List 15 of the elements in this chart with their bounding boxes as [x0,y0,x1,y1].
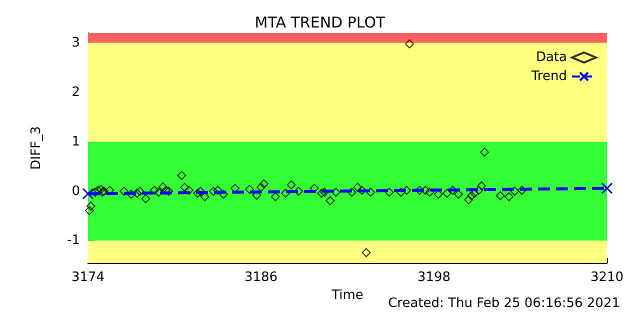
y-axis-title: DIFF_3 [29,126,44,170]
x-tick-label: 3210 [590,270,624,285]
text: Created: Thu Feb 25 06:16:56 2021 [388,296,620,311]
y-tick-label: 0 [72,184,80,199]
y-tick-label: 3 [72,35,80,50]
chart-title: MTA TREND PLOT [254,14,386,32]
y-tick-label: -1 [67,233,80,248]
y-tick-label: 1 [72,134,80,150]
legend-label: Data [536,50,567,65]
x-tick-label: 3186 [244,270,278,285]
y-tick-label: 2 [72,84,80,100]
x-axis-title: Time [330,288,364,303]
legend-label: Trend [530,69,567,84]
x-tick-label: 3198 [417,270,451,285]
x-tick-label: 3174 [71,270,105,285]
